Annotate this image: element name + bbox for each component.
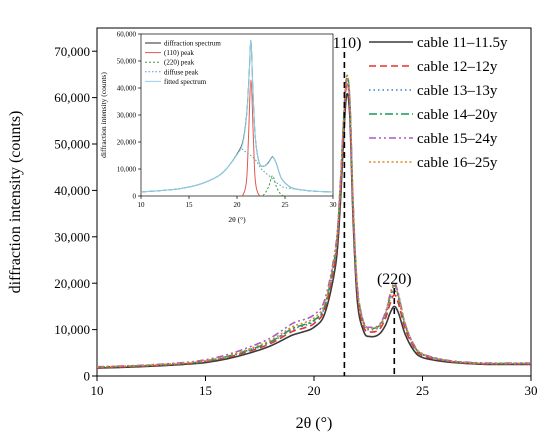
x-tick-label-main: 15: [199, 383, 212, 398]
legend-label: cable 16–25y: [417, 155, 498, 171]
legend-label: cable 14–20y: [417, 107, 498, 123]
y-tick-label-main: 0: [84, 369, 91, 384]
series-group-main: [97, 74, 531, 369]
y-tick-label-inset: 50,000: [117, 57, 137, 65]
y-tick-label-inset: 10,000: [117, 165, 137, 173]
legend-label: cable 12–12y: [417, 59, 498, 75]
y-tick-label-inset: 20,000: [117, 138, 137, 146]
plot-frame-inset: [140, 33, 334, 197]
inset-legend-label: diffraction spectrum: [164, 40, 221, 48]
y-tick-label-main: 30,000: [54, 229, 90, 244]
plot-inset: 10 15 20 25 30 0 10,000 20,000 30,000 40,000 50,00…: [99, 30, 337, 224]
x-tick-label-inset: 15: [186, 201, 194, 209]
x-tick-label-main: 20: [308, 383, 321, 398]
x-tick-label-main: 10: [91, 383, 104, 398]
x-tick-label-main: 30: [525, 383, 538, 398]
y-tick-label-main: 50,000: [54, 137, 90, 152]
y-tick-label-inset: 60,000: [117, 30, 137, 38]
legend-label: cable 13–13y: [417, 83, 498, 99]
x-tick-label-inset: 30: [330, 201, 338, 209]
legend-label: cable 15–24y: [417, 131, 498, 147]
x-tick-label-inset: 10: [138, 201, 146, 209]
y-axis-label-main: diffraction intensity (counts): [7, 111, 24, 294]
legend-label: cable 11–11.5y: [417, 35, 508, 51]
y-tick-label-inset: 0: [133, 192, 137, 200]
y-tick-label-inset: 30,000: [117, 111, 137, 119]
inset-legend-label: fitted spectrum: [164, 78, 207, 86]
main-legend: cable 11–11.5y cable 12–12y cable 13–13y ca…: [369, 35, 508, 171]
inset-legend-label: diffuse peak: [164, 68, 199, 76]
y-tick-label-main: 70,000: [54, 44, 90, 59]
y-tick-label-inset: 40,000: [117, 84, 137, 92]
y-axis-label-inset: diffraction intensity (counts): [99, 72, 108, 158]
y-tick-label-main: 60,000: [54, 90, 90, 105]
inset-legend-label: (110) peak: [164, 49, 194, 57]
series-line-main: [97, 74, 531, 368]
series-line-inset: [141, 40, 333, 193]
x-tick-label-main: 25: [416, 383, 429, 398]
x-axis-label-main: 2θ (°): [296, 415, 333, 432]
y-tick-label-main: 40,000: [54, 183, 90, 198]
series-line-main: [97, 81, 531, 369]
peak-label: (110): [327, 35, 361, 52]
series-group-inset: [141, 40, 333, 196]
inset-legend: diffraction spectrum(110) peak (220) peak…: [145, 40, 221, 86]
y-tick-label-main: 20,000: [54, 276, 90, 291]
series-line-inset: [258, 175, 288, 196]
peak-label: (220): [377, 271, 412, 288]
x-tick-label-inset: 25: [282, 201, 290, 209]
series-line-inset: [236, 79, 266, 196]
x-axis-label-inset: 2θ (°): [228, 215, 246, 224]
y-tick-label-main: 10,000: [54, 322, 90, 337]
inset-legend-label: (220) peak: [164, 59, 195, 67]
x-tick-label-inset: 20: [234, 201, 242, 209]
